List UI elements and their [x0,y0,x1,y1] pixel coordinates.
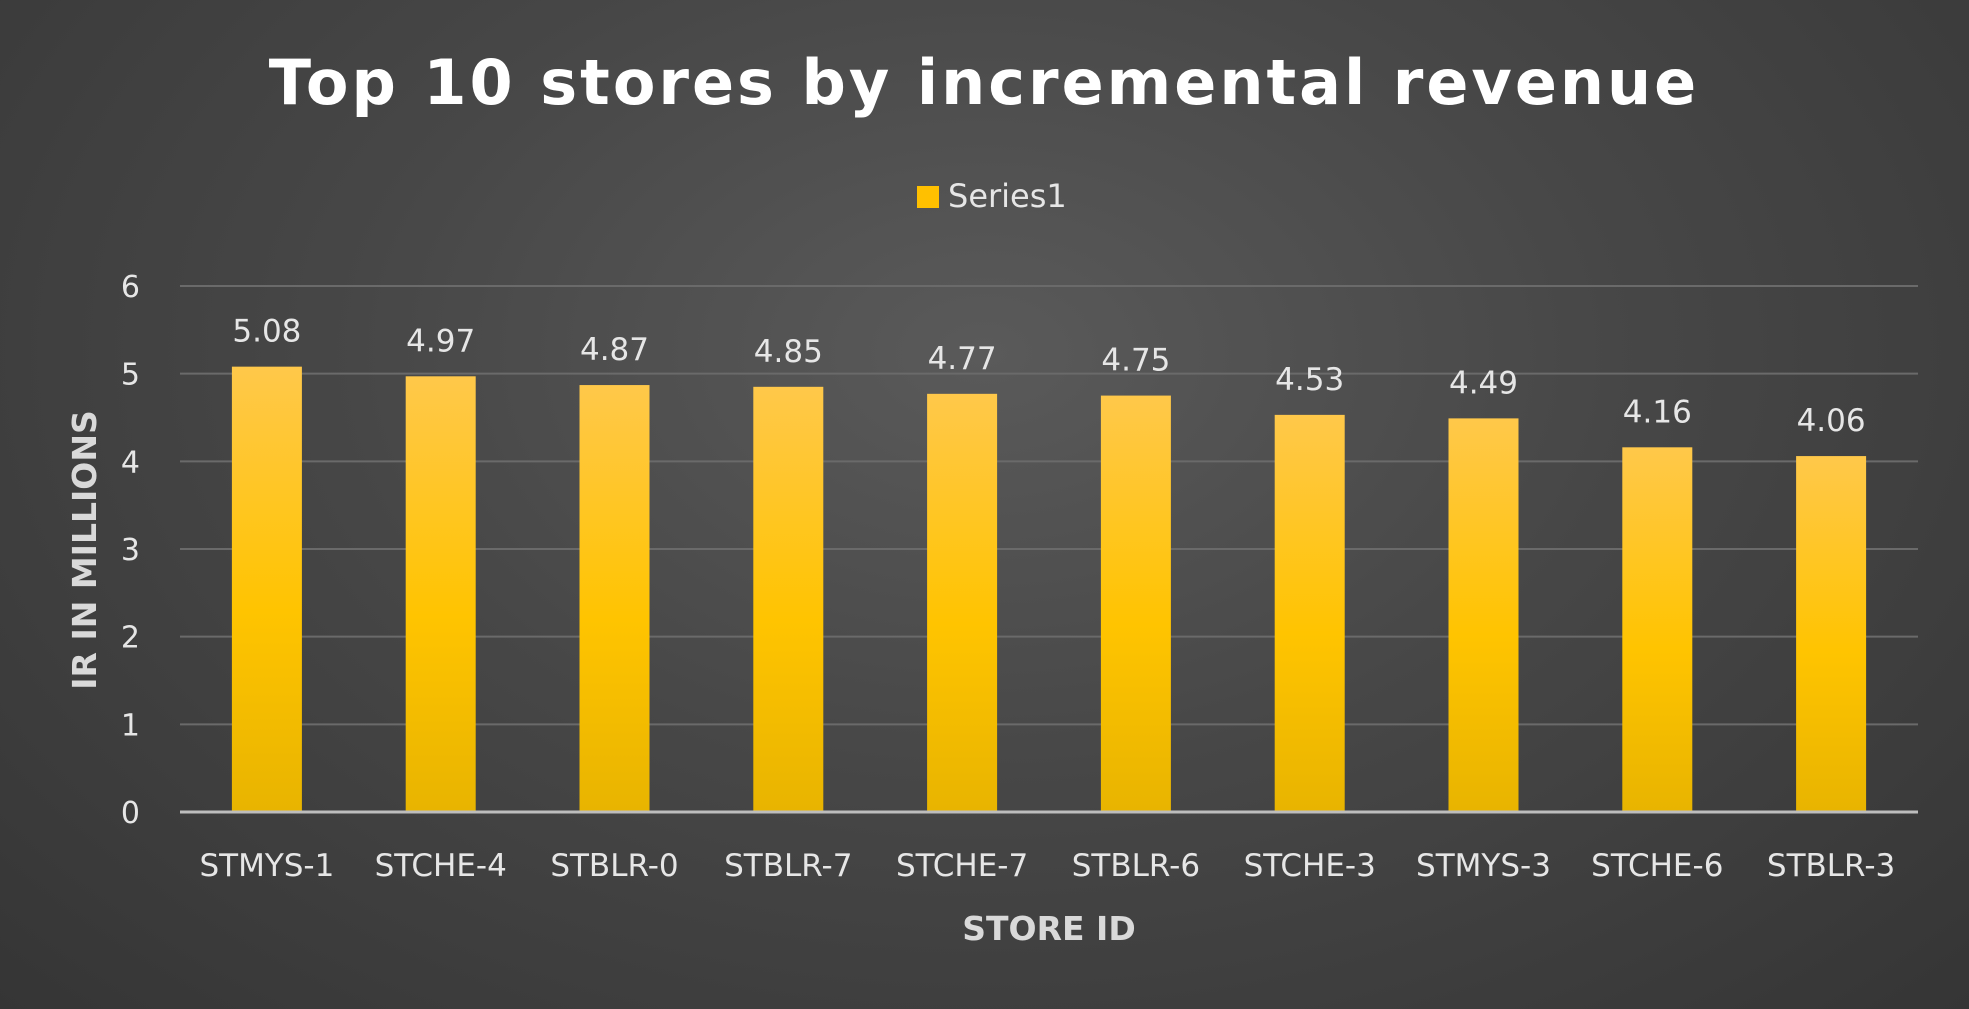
data-label-stblr-3: 4.06 [1797,403,1866,439]
data-label-stblr-6: 4.75 [1101,343,1170,379]
bar-stmys-1 [231,366,302,812]
bar-stche-7 [927,393,998,812]
x-tick-label-stblr-7: STBLR-7 [724,848,852,884]
bars [231,366,1867,812]
x-axis-categories: STMYS-1 STCHE-4 STBLR-0 STBLR-7 STCHE-7 STBLR… [199,848,1895,884]
bar-stblr-3 [1796,456,1867,812]
chart-title: Top 10 stores by incremental revenue [269,46,1699,119]
x-tick-label-stche-3: STCHE-3 [1244,848,1376,884]
x-tick-label-stche-6: STCHE-6 [1591,848,1723,884]
y-tick-label: 6 [121,270,140,305]
data-label-stblr-7: 4.85 [754,334,823,370]
y-tick-label: 4 [121,445,140,480]
y-tick-label: 2 [121,621,140,656]
y-tick-label: 0 [121,796,140,831]
bar-stche-6 [1622,447,1693,812]
bar-stche-3 [1274,414,1345,812]
x-tick-label-stmys-3: STMYS-3 [1416,848,1551,884]
y-axis-title: IR IN MILLIONS [65,410,104,689]
legend-swatch-series1 [917,186,939,208]
x-tick-label-stblr-3: STBLR-3 [1767,848,1895,884]
legend-label-series1: Series1 [948,177,1067,215]
data-label-stche-4: 4.97 [406,323,475,359]
x-tick-label-stche-4: STCHE-4 [375,848,507,884]
y-tick-label: 3 [121,533,140,568]
bar-stblr-6 [1100,395,1171,812]
bar-stblr-7 [753,386,824,812]
x-tick-label-stmys-1: STMYS-1 [199,848,334,884]
data-label-stche-3: 4.53 [1275,362,1344,398]
data-label-stmys-3: 4.49 [1449,365,1518,401]
bar-stmys-3 [1448,418,1519,812]
x-tick-label-stblr-0: STBLR-0 [550,848,678,884]
data-label-stblr-0: 4.87 [580,332,649,368]
data-label-stmys-1: 5.08 [232,314,301,350]
y-axis-ticks: 0 1 2 3 4 5 6 [121,270,140,831]
y-tick-label: 5 [121,358,140,393]
y-tick-label: 1 [121,708,140,743]
x-axis-title: STORE ID [962,909,1135,948]
x-tick-label-stblr-6: STBLR-6 [1072,848,1200,884]
data-label-stche-7: 4.77 [928,341,997,377]
legend: Series1 [917,177,1067,215]
data-labels: 5.08 4.97 4.87 4.85 4.77 4.75 4.53 4.49 4.16 4.06 [232,314,1865,439]
bar-stche-4 [405,376,476,812]
bar-stblr-0 [579,385,650,812]
x-tick-label-stche-7: STCHE-7 [896,848,1028,884]
data-label-stche-6: 4.16 [1623,394,1692,430]
